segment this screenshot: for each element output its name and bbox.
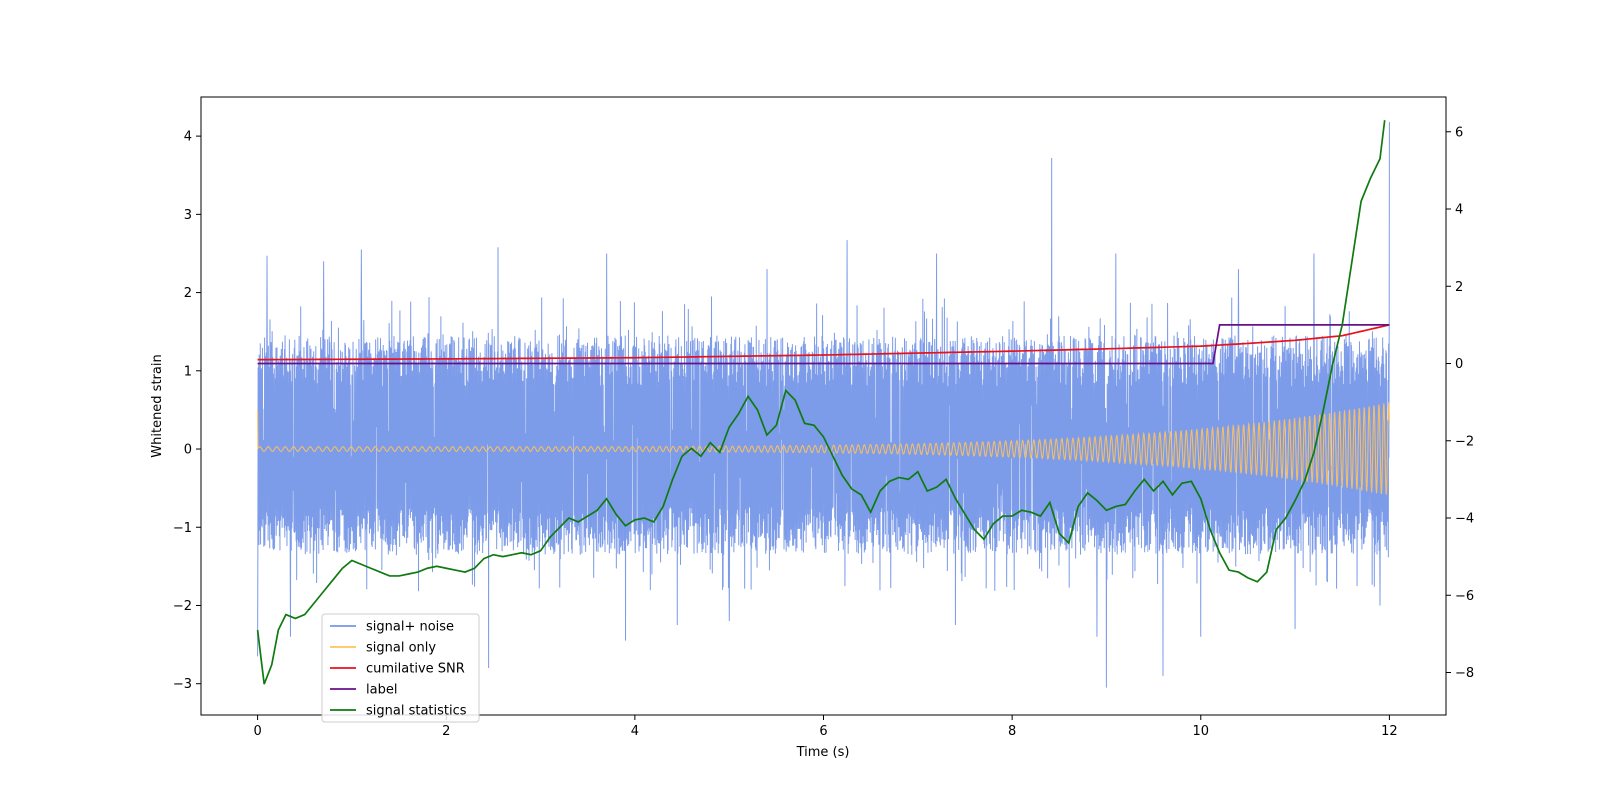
y-tick-label: 2	[184, 286, 192, 301]
x-tick-label: 2	[442, 724, 450, 739]
legend-entry-label: cumilative SNR	[366, 662, 465, 677]
x-axis-ticks: 0 2 4 6 8 10 12	[253, 715, 1398, 739]
x-tick-label: 0	[253, 724, 261, 739]
y-tick-label: 3	[184, 208, 192, 223]
x-tick-label: 6	[819, 724, 827, 739]
y-tick-label: 1	[184, 364, 192, 379]
y-tick-label: 0	[184, 443, 192, 458]
x-axis-label: Time (s)	[796, 745, 850, 760]
y-tick-label: −3	[173, 677, 192, 692]
x-tick-label: 4	[631, 724, 639, 739]
y2-tick-label: −8	[1455, 666, 1474, 681]
y-tick-label: −1	[173, 521, 192, 536]
y2-tick-label: −4	[1455, 512, 1474, 527]
x-tick-label: 12	[1381, 724, 1398, 739]
x-tick-label: 10	[1192, 724, 1209, 739]
legend-entry-label: signal+ noise	[366, 620, 454, 635]
y2-tick-label: 0	[1455, 357, 1463, 372]
series-layer	[256, 120, 1390, 688]
y-axis-label: Whitened strain	[150, 354, 165, 457]
signal-noise-line	[257, 122, 1390, 688]
y-axis-ticks: −3 −2 −1 0 1 2 3 4	[173, 130, 201, 692]
signal-statistics-line	[256, 120, 1386, 685]
legend-box	[321, 613, 480, 723]
label-line	[257, 324, 1390, 365]
y2-axis-ticks: −8 −6 −4 −2 0 2 4 6	[1446, 125, 1474, 681]
y2-tick-label: 6	[1455, 125, 1463, 140]
y-tick-label: 4	[184, 130, 192, 145]
legend-entry-label: signal only	[366, 641, 436, 656]
legend-entry-label: label	[366, 683, 397, 698]
legend: signal+ noise signal only cumilative SNR la…	[321, 613, 480, 723]
cumulative-snr-line	[257, 324, 1390, 361]
legend-entry-label: signal statistics	[366, 704, 467, 719]
y2-tick-label: 4	[1455, 203, 1463, 218]
signal-only-line	[257, 402, 1390, 495]
y-tick-label: −2	[173, 599, 192, 614]
y2-tick-label: −2	[1455, 434, 1474, 449]
y2-tick-label: −6	[1455, 589, 1474, 604]
x-tick-label: 8	[1008, 724, 1016, 739]
y2-tick-label: 2	[1455, 280, 1463, 295]
